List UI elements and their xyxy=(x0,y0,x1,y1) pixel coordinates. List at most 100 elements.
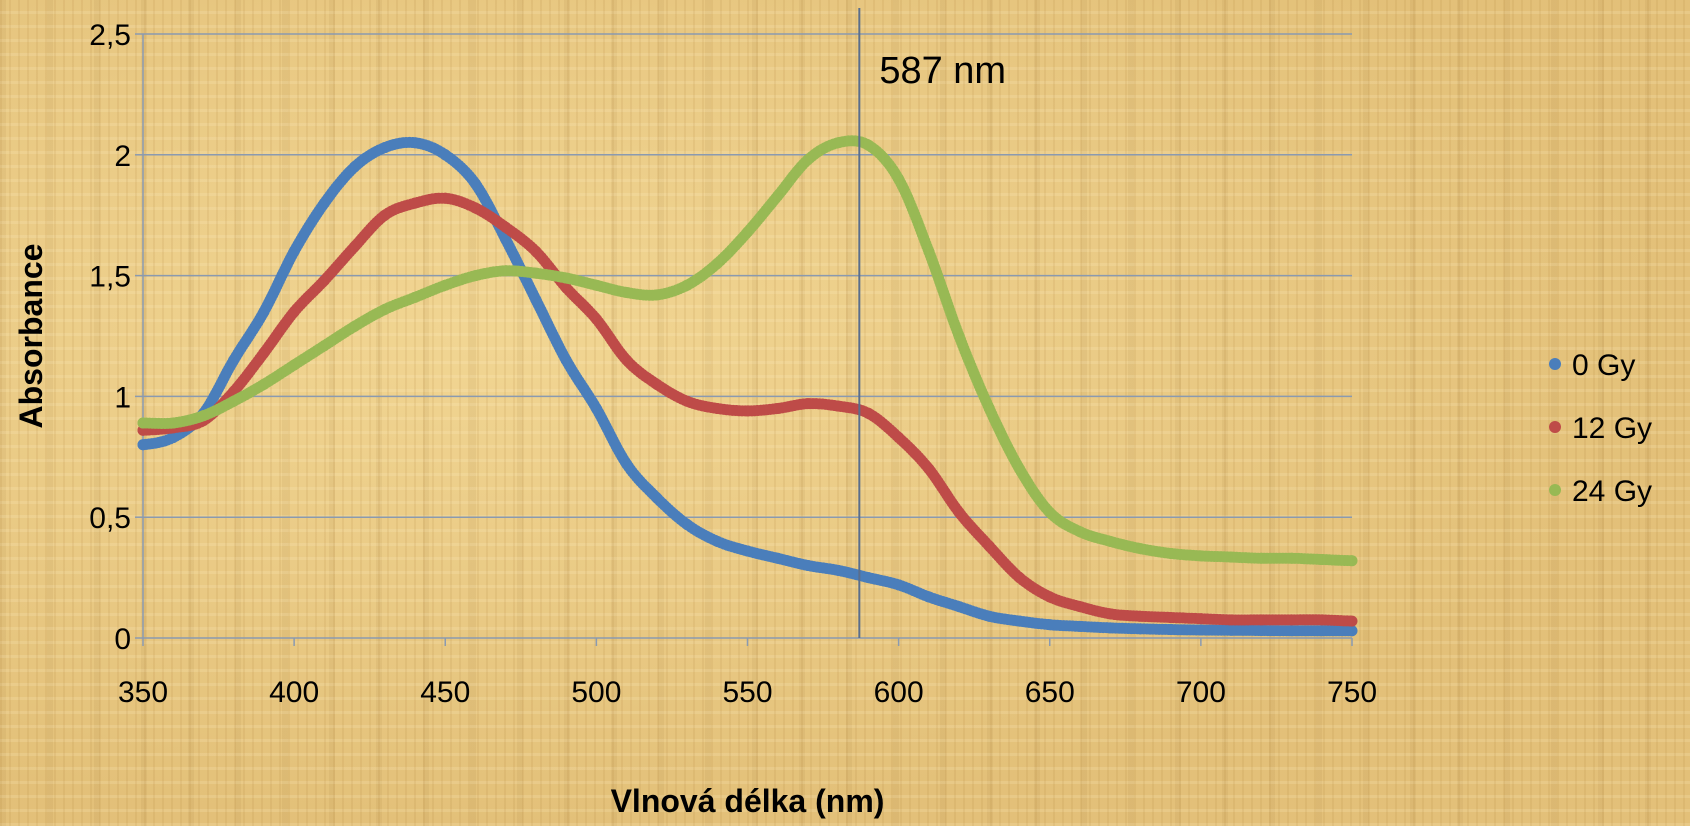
data-point-0-39 xyxy=(1316,625,1328,637)
data-point-1-17 xyxy=(651,378,663,390)
data-point-0-5 xyxy=(288,245,300,257)
legend-marker-0 xyxy=(1549,358,1561,370)
data-point-2-26 xyxy=(923,245,935,257)
data-point-0-13 xyxy=(530,294,542,306)
legend-label-0: 0 Gy xyxy=(1572,349,1635,382)
data-point-1-6 xyxy=(318,274,330,286)
data-point-2-21 xyxy=(772,190,784,202)
legend-label-1: 12 Gy xyxy=(1572,412,1652,445)
data-point-1-19 xyxy=(711,402,723,414)
data-point-2-28 xyxy=(983,402,995,414)
data-point-1-14 xyxy=(560,282,572,294)
wavelength-annotation: 587 nm xyxy=(879,50,1006,92)
data-point-2-20 xyxy=(742,226,753,238)
data-point-1-12 xyxy=(500,221,512,233)
data-point-2-25 xyxy=(893,173,905,185)
data-point-2-10 xyxy=(439,279,451,291)
x-tick-label-1: 400 xyxy=(269,676,319,709)
data-point-0-7 xyxy=(349,161,361,173)
data-point-0-27 xyxy=(953,601,965,613)
data-point-0-28 xyxy=(983,610,995,622)
data-point-2-37 xyxy=(1255,552,1267,564)
data-point-0-17 xyxy=(651,492,663,504)
data-point-0-34 xyxy=(1165,624,1177,636)
data-point-0-23 xyxy=(832,564,844,576)
data-point-2-17 xyxy=(651,289,663,301)
data-point-1-11 xyxy=(469,202,481,214)
x-axis-title: Vlnová délka (nm) xyxy=(611,783,885,819)
data-point-2-9 xyxy=(409,291,421,303)
axes xyxy=(135,33,1353,646)
data-point-0-18 xyxy=(681,518,693,530)
data-point-2-22 xyxy=(802,154,814,166)
data-point-0-36 xyxy=(1225,624,1237,636)
data-point-1-27 xyxy=(953,506,965,518)
data-point-0-4 xyxy=(258,306,270,318)
data-point-1-4 xyxy=(258,347,270,359)
y-tick-label-4: 2 xyxy=(114,140,131,173)
data-point-1-22 xyxy=(802,398,814,410)
data-point-1-33 xyxy=(1134,610,1146,622)
annotation-group: 587 nm xyxy=(858,8,1006,638)
y-tick-label-2: 1 xyxy=(114,381,131,414)
data-point-0-20 xyxy=(742,545,753,557)
series-2 xyxy=(137,135,1358,567)
data-point-0-30 xyxy=(1044,619,1056,631)
data-point-2-33 xyxy=(1134,543,1146,555)
data-point-0-38 xyxy=(1286,625,1298,637)
data-point-0-16 xyxy=(621,458,633,470)
data-point-1-37 xyxy=(1255,614,1267,626)
legend: 0 Gy 12 Gy 24 Gy xyxy=(1549,349,1652,508)
x-tick-label-6: 650 xyxy=(1025,676,1075,709)
data-point-0-6 xyxy=(318,197,330,209)
y-tick-label-5: 2,5 xyxy=(89,19,131,52)
data-point-1-10 xyxy=(439,192,451,204)
x-tick-label-7: 700 xyxy=(1176,676,1226,709)
data-point-2-24 xyxy=(862,139,874,151)
data-point-2-2 xyxy=(197,410,209,422)
data-point-0-22 xyxy=(802,560,814,572)
data-point-0-1 xyxy=(167,431,179,443)
data-point-0-40 xyxy=(1346,625,1358,637)
data-point-2-3 xyxy=(228,395,240,407)
data-point-1-32 xyxy=(1104,608,1116,620)
data-point-1-5 xyxy=(288,306,300,318)
data-point-2-8 xyxy=(379,303,391,315)
data-point-0-12 xyxy=(500,233,512,245)
data-point-0-14 xyxy=(560,354,572,366)
x-tick-label-5: 600 xyxy=(874,676,924,709)
data-point-1-26 xyxy=(923,463,935,475)
data-point-1-18 xyxy=(681,395,693,407)
data-point-0-24 xyxy=(862,572,874,584)
data-point-2-19 xyxy=(711,258,723,270)
y-tick-label-1: 0,5 xyxy=(89,502,131,535)
data-point-2-29 xyxy=(1014,463,1026,475)
data-point-2-15 xyxy=(590,279,602,291)
data-point-0-26 xyxy=(923,591,935,603)
data-point-2-39 xyxy=(1316,553,1328,565)
data-point-2-18 xyxy=(681,279,693,291)
data-point-1-30 xyxy=(1044,591,1056,603)
series-0 xyxy=(137,136,1358,637)
data-point-1-23 xyxy=(832,400,844,412)
data-point-0-15 xyxy=(590,402,602,414)
data-point-1-38 xyxy=(1286,614,1298,626)
y-tick-label-3: 1,5 xyxy=(89,261,131,294)
data-point-2-27 xyxy=(953,330,965,342)
data-point-1-15 xyxy=(590,313,602,325)
series-1 xyxy=(137,192,1358,627)
data-point-0-35 xyxy=(1195,624,1207,636)
data-point-2-13 xyxy=(530,267,542,279)
data-point-2-35 xyxy=(1195,550,1207,562)
data-point-2-36 xyxy=(1225,551,1237,563)
data-point-1-20 xyxy=(742,405,753,417)
data-point-2-6 xyxy=(318,340,330,352)
x-tick-label-4: 550 xyxy=(722,676,772,709)
data-point-2-30 xyxy=(1044,506,1056,518)
data-point-2-31 xyxy=(1074,526,1086,538)
y-tick-label-0: 0 xyxy=(114,623,131,656)
grid xyxy=(143,33,1352,518)
data-point-0-0 xyxy=(137,439,149,451)
data-point-0-3 xyxy=(228,354,240,366)
data-point-2-32 xyxy=(1104,535,1116,547)
